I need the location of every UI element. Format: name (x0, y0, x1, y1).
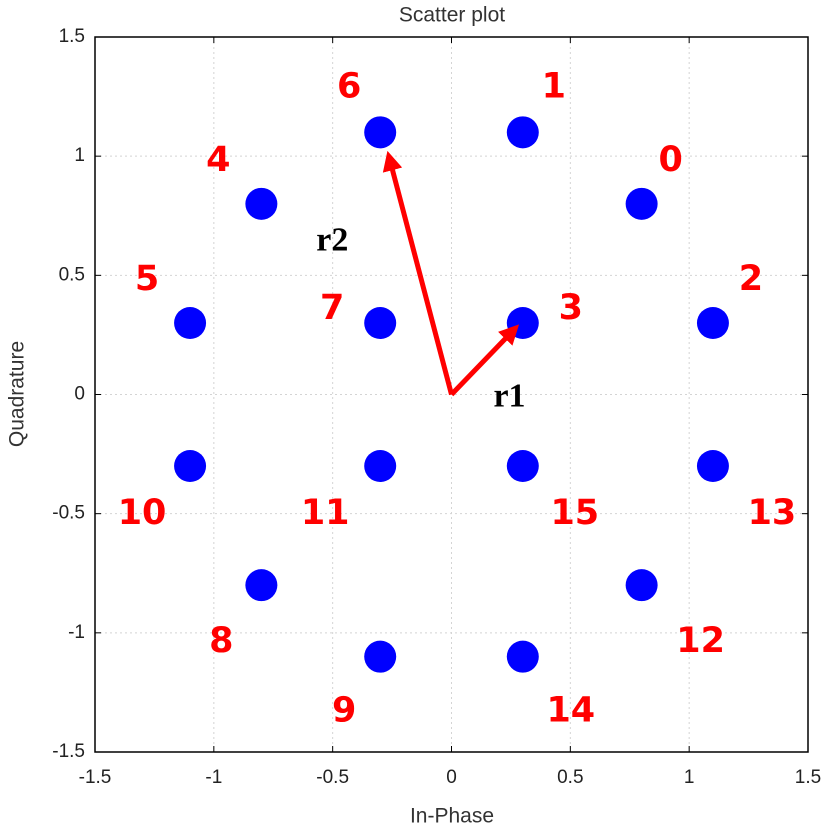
point-label: 0 (658, 140, 682, 180)
point-label: 9 (332, 691, 356, 731)
annotation: r1 (493, 377, 525, 414)
x-tick-label: 1.5 (795, 767, 821, 788)
x-tick-label: 0.5 (557, 767, 583, 788)
point (696, 307, 729, 339)
point (245, 569, 278, 602)
y-tick-label: 1.5 (59, 26, 85, 47)
point (364, 116, 397, 149)
point (364, 307, 397, 339)
point-label: 15 (550, 493, 599, 533)
point (506, 116, 539, 149)
point (245, 187, 278, 220)
x-tick-label: -1 (205, 767, 222, 788)
point-label: 14 (546, 691, 595, 731)
point-label: 7 (320, 288, 344, 328)
point (625, 569, 658, 602)
y-tick-label: 0.5 (59, 264, 85, 285)
point-label: 8 (209, 621, 233, 661)
arrow (449, 324, 520, 397)
x-tick-label: 0 (446, 767, 457, 788)
y-tick-label: -1.5 (52, 741, 85, 762)
annotation: r2 (316, 222, 348, 259)
point (174, 307, 207, 339)
point (625, 187, 658, 220)
y-tick-label: 1 (74, 145, 85, 166)
x-axis-label: In-Phase (410, 805, 494, 828)
x-tick-label: -0.5 (316, 767, 349, 788)
point-label: 10 (118, 493, 167, 533)
point-label: 1 (542, 66, 566, 106)
point-label: 12 (676, 621, 725, 661)
point-label: 3 (559, 288, 583, 328)
y-tick-label: -0.5 (52, 503, 85, 524)
point (506, 450, 539, 482)
point (174, 450, 207, 482)
point-label: 2 (739, 259, 763, 299)
point (696, 450, 729, 482)
plot-frame (94, 36, 809, 753)
chart-title: Scatter plot (399, 4, 505, 27)
y-axis-label: Quadrature (6, 341, 29, 447)
point-label: 6 (337, 66, 361, 106)
point-label: 5 (135, 259, 159, 299)
point-label: 11 (301, 493, 350, 533)
arrow (382, 150, 454, 396)
point (364, 450, 397, 482)
point (364, 640, 397, 673)
point-label: 13 (748, 493, 797, 533)
x-tick-label: -1.5 (79, 767, 112, 788)
y-tick-label: -1 (68, 622, 85, 643)
y-tick-label: 0 (74, 384, 85, 405)
x-tick-label: 1 (684, 767, 695, 788)
point (506, 640, 539, 673)
point-label: 4 (206, 140, 230, 180)
